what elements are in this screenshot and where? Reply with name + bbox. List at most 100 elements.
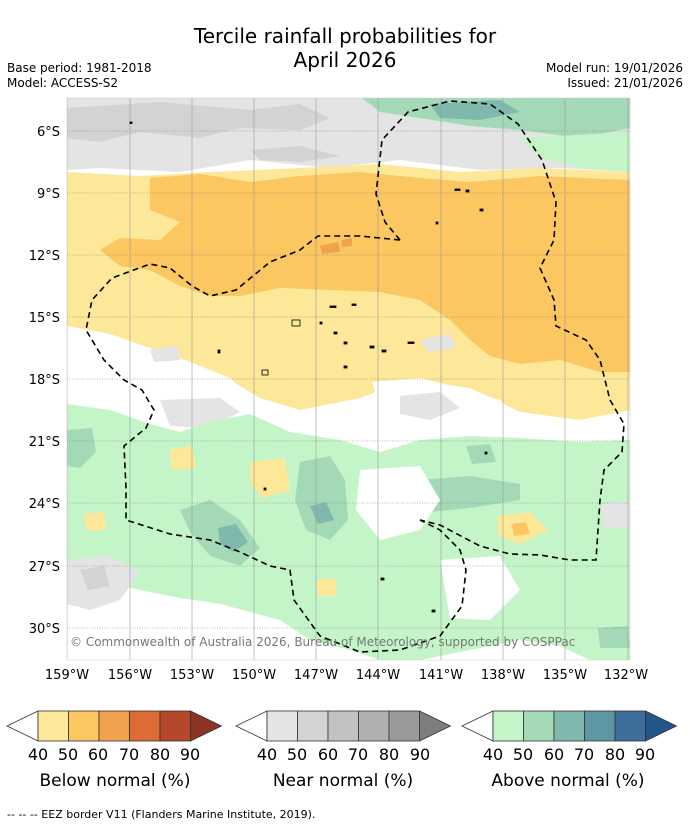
issued-date: Issued: 21/01/2026 xyxy=(567,76,683,90)
no-signal-patch-south-2 xyxy=(440,556,520,620)
map-frame xyxy=(66,97,631,661)
eez-borders xyxy=(85,100,625,653)
legend-swatch xyxy=(129,710,161,742)
map-plot-area xyxy=(67,98,630,660)
base-period: Base period: 1981-2018 xyxy=(7,61,152,75)
below-normal-region-50-north xyxy=(100,172,630,372)
legend-swatch xyxy=(68,710,100,742)
lon-label: 147°W xyxy=(294,668,338,683)
title-line-1: Tercile rainfall probabilities for xyxy=(193,24,497,48)
title-line-2: April 2026 xyxy=(293,48,397,72)
legend-tick: 80 xyxy=(149,745,171,764)
near-normal-patch-3 xyxy=(420,334,456,352)
island xyxy=(291,319,301,327)
legend-tick: 80 xyxy=(378,745,400,764)
lon-label: 159°W xyxy=(45,668,89,683)
legend-swatch xyxy=(523,710,555,742)
island xyxy=(129,121,133,124)
model-name: Model: ACCESS-S2 xyxy=(7,76,119,90)
near-normal-patch-4 xyxy=(150,346,180,362)
map-title: Tercile rainfall probabilities for April… xyxy=(0,24,690,72)
island xyxy=(381,349,387,353)
legend-swatch xyxy=(358,710,390,742)
lon-label: 150°W xyxy=(232,668,276,683)
eez-border-marquesas xyxy=(375,100,625,561)
island xyxy=(484,451,488,455)
island xyxy=(217,349,221,354)
lat-label: 15°S xyxy=(29,311,60,326)
legend-swatch xyxy=(297,710,329,742)
eez-border-french-polynesia xyxy=(85,235,467,653)
island xyxy=(319,321,323,325)
longitude-labels: 159°W 156°W 153°W 150°W 147°W 144°W 141°… xyxy=(45,668,648,683)
island xyxy=(261,369,269,376)
legend-swatch xyxy=(553,710,585,742)
legend-swatch xyxy=(388,710,420,742)
above-normal-region-northeast-40 xyxy=(520,132,630,172)
legend-tick: 50 xyxy=(286,745,308,764)
below-normal-patch-south-3 xyxy=(170,446,196,470)
legend-swatch xyxy=(266,710,298,742)
lat-label: 18°S xyxy=(29,373,60,388)
legend-tick: 40 xyxy=(27,745,49,764)
lon-label: 141°W xyxy=(419,668,463,683)
legend-swatch xyxy=(37,710,69,742)
below-normal-patch-south-6 xyxy=(512,522,530,536)
island xyxy=(479,208,484,212)
no-signal-region-west xyxy=(67,326,250,414)
legend-min-triangle xyxy=(235,710,268,742)
lat-label: 12°S xyxy=(29,249,60,264)
legend-max-triangle xyxy=(645,710,678,742)
island xyxy=(380,577,385,581)
legend-tick: 80 xyxy=(604,745,626,764)
legend-tick: 70 xyxy=(347,745,369,764)
lon-label: 153°W xyxy=(170,668,214,683)
island xyxy=(465,189,470,193)
legend-tick: 70 xyxy=(573,745,595,764)
above-normal-region-northeast xyxy=(362,98,630,138)
legend-max-triangle xyxy=(419,710,452,742)
above-normal-region-south-50f xyxy=(598,626,630,648)
latitude-labels: 6°S 9°S 12°S 15°S 18°S 21°S 24°S 27°S 30… xyxy=(29,125,60,637)
legend-colorbars xyxy=(6,710,678,742)
island xyxy=(351,303,357,306)
lat-label: 30°S xyxy=(29,622,60,637)
island xyxy=(369,345,375,349)
legend-max-triangle xyxy=(190,710,223,742)
lon-label: 138°W xyxy=(481,668,525,683)
rainfall-map: © Commonwealth of Australia 2026, Bureau… xyxy=(29,97,648,683)
legend-tick: 60 xyxy=(87,745,109,764)
above-normal-region-south-50d xyxy=(67,428,96,468)
legend-tick: 50 xyxy=(57,745,79,764)
island xyxy=(333,331,338,335)
above-normal-region-south-50e xyxy=(466,444,496,464)
model-run: Model run: 19/01/2026 xyxy=(545,61,683,75)
near-normal-patch-south-2 xyxy=(80,566,110,590)
island xyxy=(454,188,461,191)
lon-label: 135°W xyxy=(543,668,587,683)
legend-tick: 90 xyxy=(634,745,656,764)
near-normal-patch-2 xyxy=(400,392,460,420)
legend-title-below: Below normal (%) xyxy=(39,771,191,791)
above-normal-region-south-60a xyxy=(218,524,248,552)
legend-swatch xyxy=(492,710,524,742)
island xyxy=(435,221,439,225)
near-normal-region-north-50 xyxy=(67,102,330,142)
legend-tick: 60 xyxy=(317,745,339,764)
legend-tick: 90 xyxy=(179,745,201,764)
legend-title-above: Above normal (%) xyxy=(491,771,645,791)
near-normal-patch-south-3 xyxy=(600,500,630,528)
lon-label: 156°W xyxy=(108,668,152,683)
below-normal-patch-south-4 xyxy=(84,512,106,530)
legend-swatch xyxy=(98,710,130,742)
below-normal-patch-south-5 xyxy=(316,578,336,596)
legend-tick: 60 xyxy=(543,745,565,764)
above-normal-region-northeast-60 xyxy=(430,100,520,120)
islands xyxy=(129,121,488,613)
legend-tick: 70 xyxy=(118,745,140,764)
legend-title-near: Near normal (%) xyxy=(272,771,414,791)
island xyxy=(329,305,337,308)
legend-swatch xyxy=(327,710,359,742)
legend-min-triangle xyxy=(461,710,494,742)
lat-label: 27°S xyxy=(29,560,60,575)
